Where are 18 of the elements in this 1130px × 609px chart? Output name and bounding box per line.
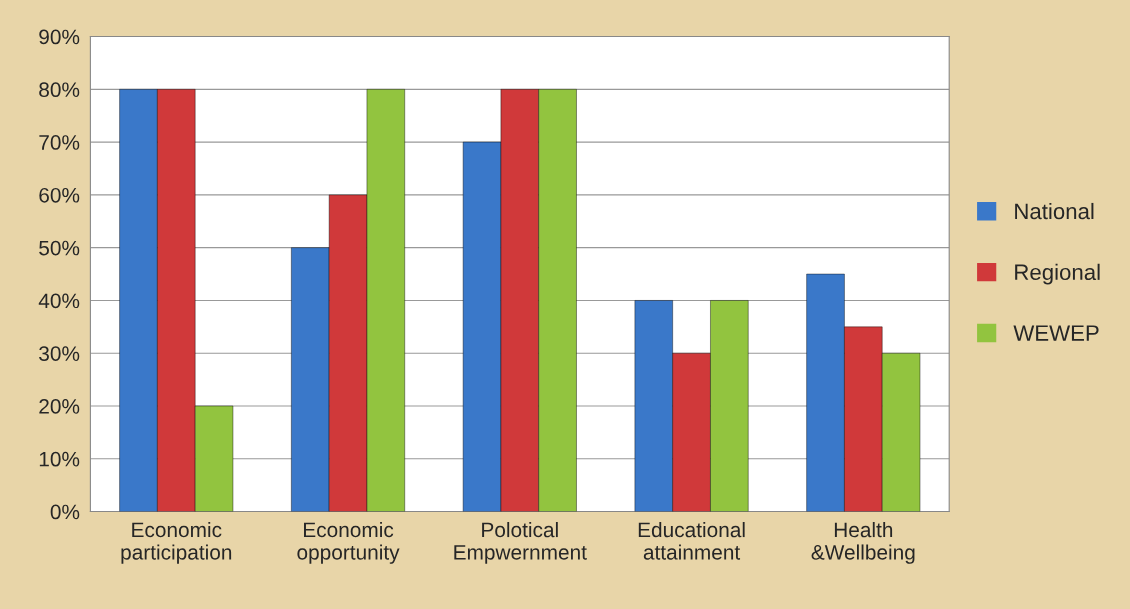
x-tick-label: Economic participation xyxy=(121,521,232,564)
y-tick-label: 20% xyxy=(39,399,80,414)
y-tick-label: 70% xyxy=(39,135,80,150)
y-tick-label: 30% xyxy=(39,346,80,361)
legend-label: National xyxy=(1015,202,1094,220)
y-tick-label: 40% xyxy=(38,293,80,309)
y-tick-label: 90% xyxy=(39,29,80,45)
x-tick-label: Health &Wellbeing xyxy=(811,521,915,564)
y-tick-label: 50% xyxy=(39,240,80,256)
y-tick-label: 60% xyxy=(39,187,80,203)
y-tick-label: 80% xyxy=(39,82,80,98)
x-tick-label: Polotical Empwernment xyxy=(454,521,587,564)
legend-label: WEWEP xyxy=(1013,325,1099,341)
y-tick-label: 10% xyxy=(39,451,80,467)
x-tick-label: Economic opportunity xyxy=(297,521,400,564)
x-tick-label: Educational attainment xyxy=(638,521,745,560)
y-tick-label: 0% xyxy=(50,504,80,520)
legend-label: Regional xyxy=(1015,263,1100,285)
